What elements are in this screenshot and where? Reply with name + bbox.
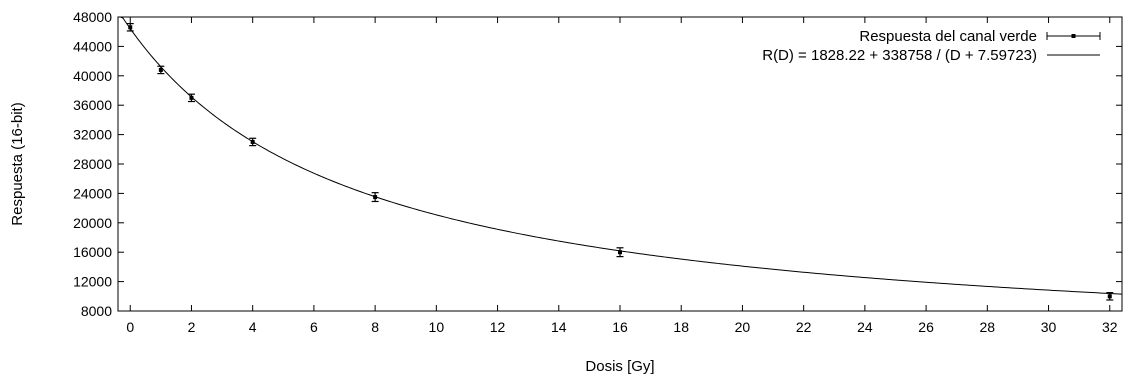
y-tick-label: 48000: [73, 9, 112, 25]
y-tick-label: 40000: [73, 68, 112, 84]
y-tick-label: 20000: [73, 215, 112, 231]
y-tick-labels: 8000 12000 16000 20000 24000 28000 32000 36000 4…: [73, 9, 112, 319]
x-tick-label: 2: [188, 319, 196, 335]
y-tick-label: 44000: [73, 38, 112, 54]
y-tick-label: 28000: [73, 156, 112, 172]
data-point: [249, 137, 257, 147]
y-tick-label: 12000: [73, 274, 112, 290]
data-marker: [1107, 294, 1112, 299]
axis-ticks: [118, 16, 1122, 312]
y-tick-label: 8000: [81, 303, 112, 319]
data-point: [371, 192, 379, 203]
data-marker: [618, 250, 622, 255]
x-tick-label: 4: [249, 319, 257, 335]
x-tick-label: 32: [1102, 319, 1118, 335]
x-axis-label: Dosis [Gy]: [585, 358, 654, 375]
x-tick-label: 20: [735, 319, 751, 335]
x-tick-label: 24: [857, 319, 873, 335]
x-tick-label: 22: [796, 319, 812, 335]
x-tick-label: 6: [310, 319, 318, 335]
x-tick-label: 12: [490, 319, 506, 335]
legend: Respuesta del canal verde R(D) = 1828.22…: [762, 28, 1101, 64]
data-marker: [373, 195, 378, 200]
x-tick-label: 28: [980, 319, 996, 335]
x-tick-label: 14: [551, 319, 567, 335]
x-tick-label: 10: [429, 319, 445, 335]
x-tick-label: 0: [126, 319, 134, 335]
data-point: [126, 23, 134, 32]
x-tick-label: 30: [1041, 319, 1057, 335]
x-tick-label: 16: [612, 319, 628, 335]
x-tick-label: 18: [673, 319, 689, 335]
legend-entry-data-label: Respuesta del canal verde: [859, 28, 1037, 45]
y-tick-label: 32000: [73, 127, 112, 143]
data-marker: [158, 67, 163, 72]
x-tick-labels: 0 2 4 6 8 10 12 14 16 18 20 22 24 26 28 30 32: [126, 319, 1117, 335]
legend-sample-marker: [1071, 34, 1076, 38]
y-axis-label: Respuesta (16-bit): [9, 102, 26, 225]
y-tick-label: 16000: [73, 244, 112, 260]
data-point: [187, 93, 195, 103]
data-points: [126, 23, 1114, 301]
data-marker: [128, 25, 133, 30]
data-point: [616, 247, 624, 258]
y-tick-label: 36000: [73, 97, 112, 113]
data-marker: [250, 139, 255, 144]
data-point: [157, 65, 165, 75]
x-tick-label: 26: [918, 319, 934, 335]
legend-entry-fit-label: R(D) = 1828.22 + 338758 / (D + 7.59723): [762, 47, 1037, 64]
data-marker: [189, 95, 194, 100]
data-point: [1106, 292, 1114, 301]
x-tick-label: 8: [371, 319, 379, 335]
legend-entry-data-sample: [1046, 32, 1101, 40]
y-tick-label: 24000: [73, 185, 112, 201]
